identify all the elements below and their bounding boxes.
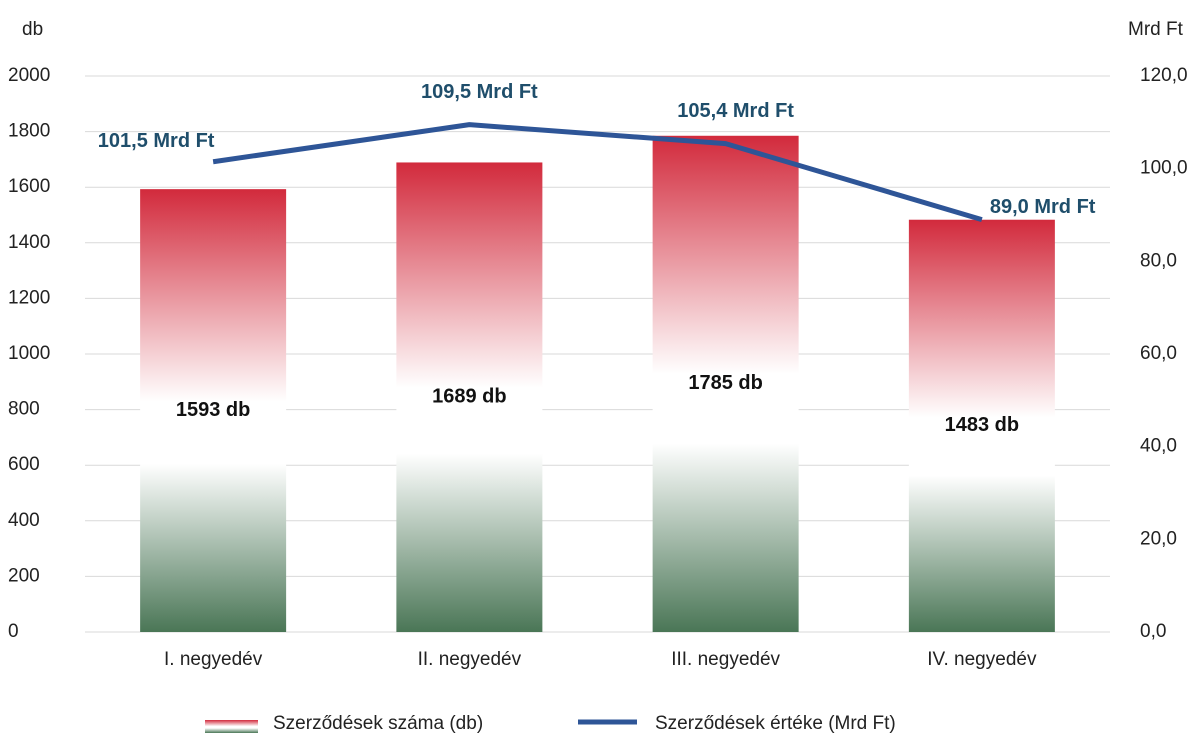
bar (396, 162, 543, 632)
y2-tick-label: 60,0 (1140, 343, 1177, 364)
bar (908, 219, 1055, 632)
x-tick-label: I. negyedév (164, 649, 263, 670)
y-tick-label: 1400 (8, 232, 50, 253)
y-tick-label: 400 (8, 510, 40, 531)
bar-value-label: 1483 db (945, 414, 1019, 436)
line-value-label: 101,5 Mrd Ft (98, 130, 215, 152)
y-axis-title: db (22, 19, 43, 40)
bar-value-label: 1785 db (688, 372, 762, 394)
y-tick-label: 800 (8, 399, 40, 420)
y-tick-label: 1800 (8, 121, 50, 142)
line (212, 122, 983, 223)
y-tick-label: 1600 (8, 176, 50, 197)
x-tick-label: II. negyedév (418, 649, 522, 670)
y-tick-label: 600 (8, 454, 40, 475)
y2-tick-label: 120,0 (1140, 65, 1188, 86)
y-tick-label: 0 (8, 621, 19, 642)
line-value-label: 89,0 Mrd Ft (990, 196, 1096, 218)
legend-label: Szerződések értéke (Mrd Ft) (655, 713, 896, 734)
x-tick-label: III. negyedév (671, 649, 780, 670)
y-tick-label: 1000 (8, 343, 50, 364)
y2-tick-label: 40,0 (1140, 436, 1177, 457)
x-tick-label: IV. negyedév (927, 649, 1037, 670)
y2-tick-label: 100,0 (1140, 158, 1188, 179)
line-value-label: 109,5 Mrd Ft (421, 81, 538, 103)
y2-axis-title: Mrd Ft (1128, 19, 1184, 40)
y-tick-label: 200 (8, 565, 40, 586)
legend-label: Szerződések száma (db) (273, 713, 483, 734)
bar (652, 135, 799, 632)
legend-swatch (205, 720, 258, 733)
line-value-label: 105,4 Mrd Ft (677, 100, 794, 122)
bar (140, 189, 287, 632)
y-tick-label: 2000 (8, 65, 50, 86)
y2-tick-label: 20,0 (1140, 528, 1177, 549)
bar-value-label: 1593 db (176, 399, 250, 421)
y-tick-label: 1200 (8, 287, 50, 308)
y2-tick-label: 0,0 (1140, 621, 1166, 642)
y2-tick-label: 80,0 (1140, 250, 1177, 271)
bar-value-label: 1689 db (432, 386, 506, 408)
